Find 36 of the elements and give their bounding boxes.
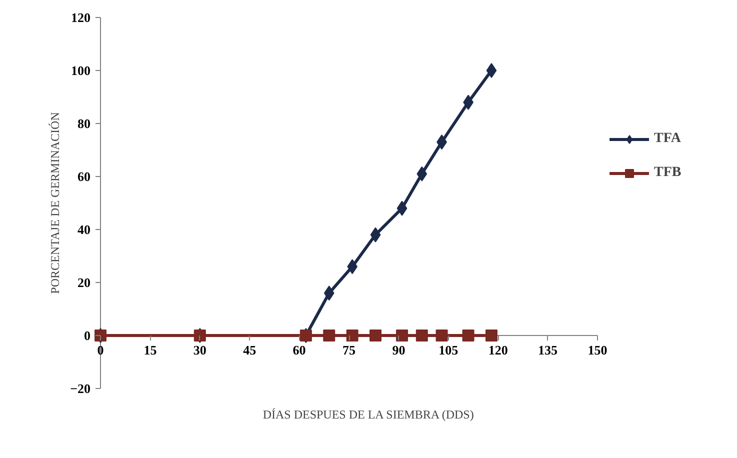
y-tick-label: 40 xyxy=(78,222,90,237)
point xyxy=(396,200,408,216)
point xyxy=(370,227,381,242)
point xyxy=(324,286,334,301)
x-tick-label: 90 xyxy=(392,342,406,358)
x-tick-label: 105 xyxy=(438,342,459,358)
x-tick-label: 135 xyxy=(538,342,558,358)
x-axis-title: DÍAS DESPUES DE LA SIEMBRA (DDS) xyxy=(262,408,474,422)
point xyxy=(370,330,382,342)
point xyxy=(485,330,498,342)
legend-label: TFA xyxy=(654,130,681,147)
point xyxy=(416,330,428,342)
x-tick-label: 15 xyxy=(144,342,158,358)
legend-label: TFB xyxy=(654,164,682,181)
x-tick-label: 120 xyxy=(488,342,508,358)
point xyxy=(396,330,408,342)
x-tick-label: 30 xyxy=(193,342,206,358)
y-axis-title: PORCENTAJE DE GERMINACIÓN xyxy=(48,112,62,294)
y-tick-label: 80 xyxy=(78,116,90,131)
point xyxy=(436,330,448,342)
point xyxy=(346,330,358,342)
point xyxy=(486,63,497,78)
y-tick-label: −20 xyxy=(70,381,91,396)
x-tick-label: 150 xyxy=(588,342,608,358)
x-tick-label: 0 xyxy=(97,342,104,358)
y-tick-label: 0 xyxy=(84,328,90,343)
x-tick-label: 45 xyxy=(243,342,257,358)
x-tick-label: 60 xyxy=(292,342,306,358)
y-tick-label: 100 xyxy=(71,63,90,78)
point xyxy=(462,330,474,342)
y-tick-label: 60 xyxy=(78,169,90,184)
point xyxy=(416,166,428,182)
point xyxy=(323,330,336,342)
x-tick-label: 75 xyxy=(342,342,356,358)
y-tick-label: 120 xyxy=(71,10,90,25)
y-tick-label: 20 xyxy=(78,275,90,290)
